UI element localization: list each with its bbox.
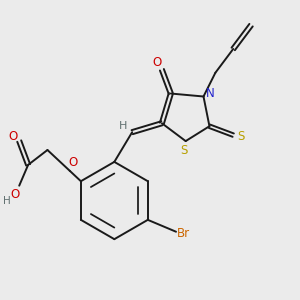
- Text: O: O: [69, 156, 78, 169]
- Text: S: S: [181, 143, 188, 157]
- Text: H: H: [118, 121, 127, 131]
- Text: O: O: [152, 56, 161, 69]
- Text: S: S: [237, 130, 244, 143]
- Text: O: O: [8, 130, 17, 143]
- Text: O: O: [10, 188, 20, 201]
- Text: Br: Br: [177, 227, 190, 240]
- Text: H: H: [4, 196, 11, 206]
- Text: N: N: [206, 87, 214, 100]
